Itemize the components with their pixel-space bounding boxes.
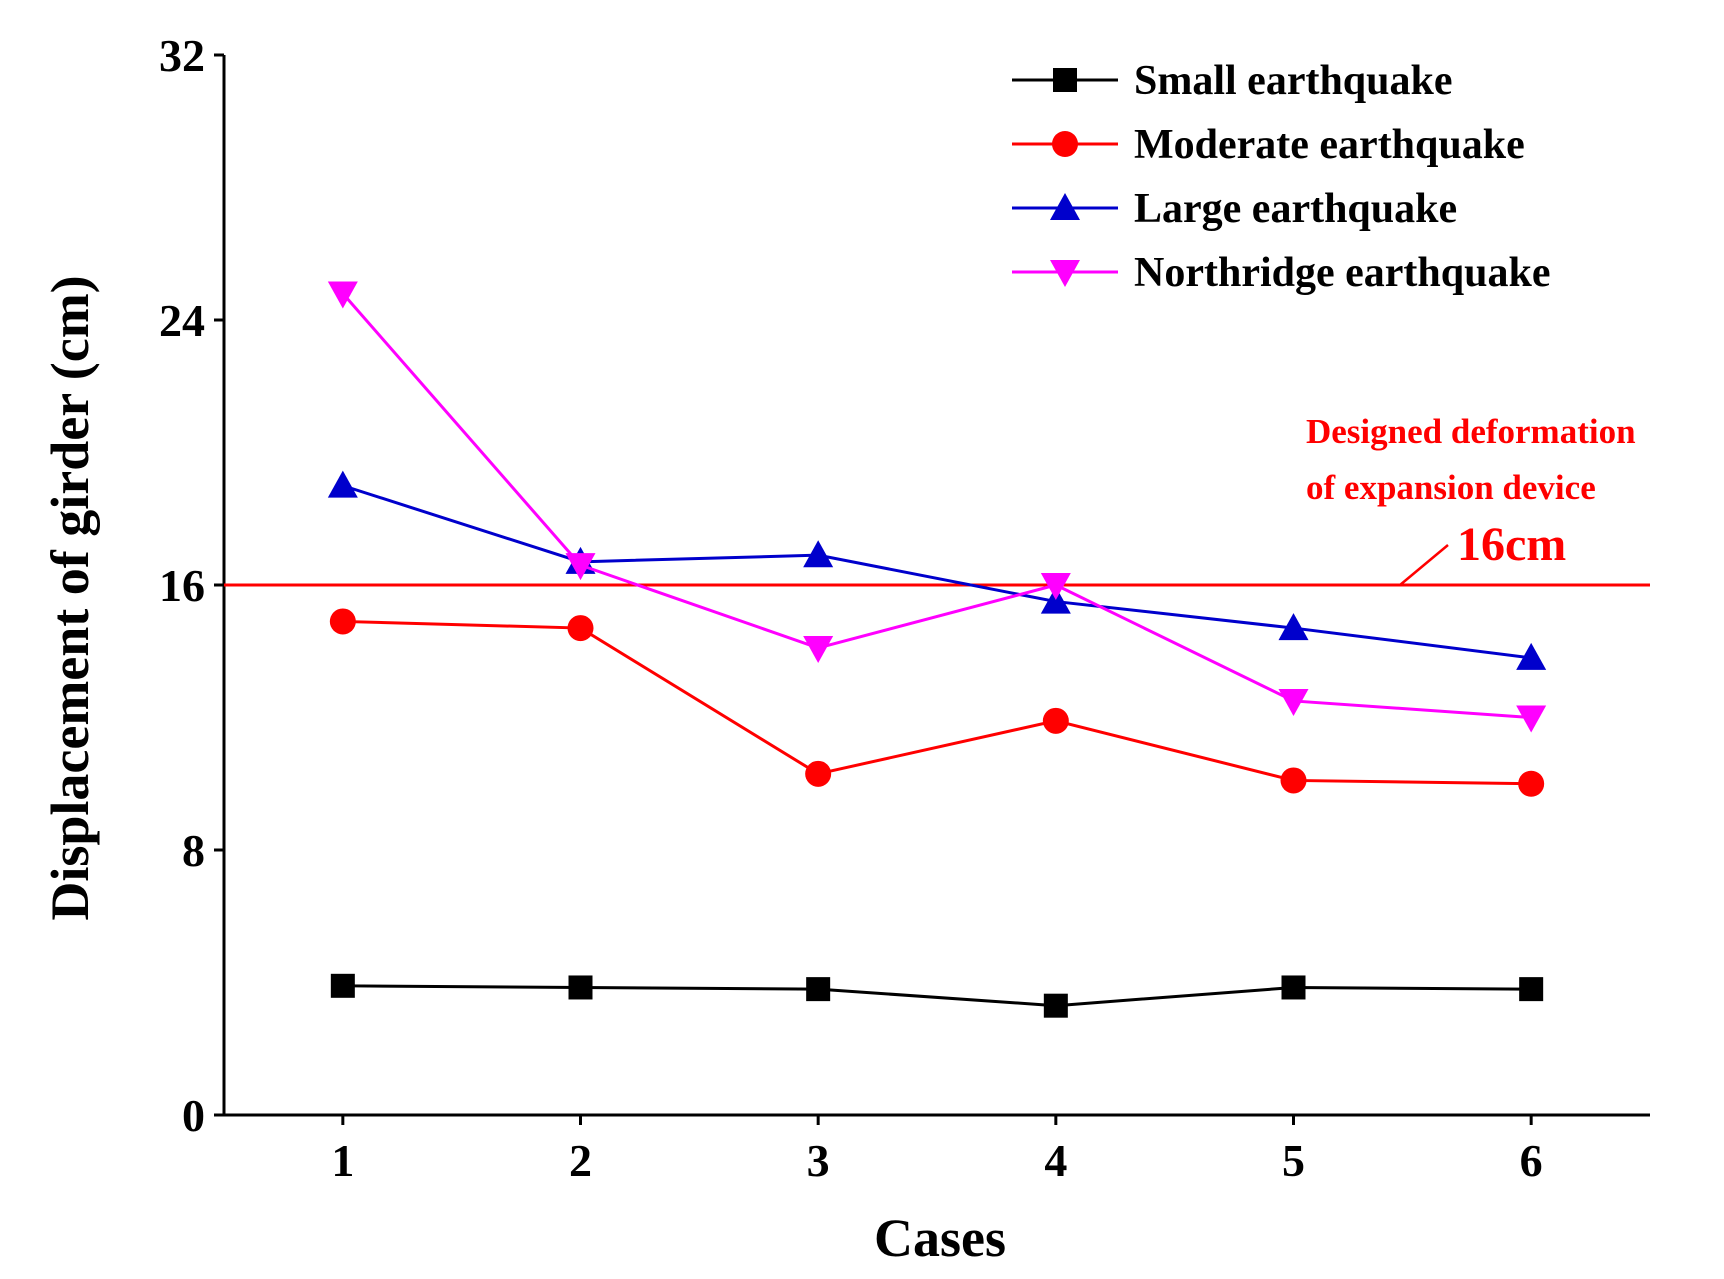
data-point-moderate-earthquake <box>567 615 594 642</box>
x-tick-label: 5 <box>1282 1135 1305 1186</box>
series-line-moderate-earthquake <box>342 619 1532 786</box>
data-point-moderate-earthquake <box>805 760 832 787</box>
series-line-large-earthquake <box>342 484 1532 660</box>
data-point-small-earthquake <box>1519 977 1544 1002</box>
data-point-northridge-earthquake <box>1278 688 1309 716</box>
x-axis-title: Cases <box>874 1208 1006 1268</box>
y-tick-label: 16 <box>159 560 205 611</box>
reference-label-line2: of expansion device <box>1306 468 1596 507</box>
data-point-northridge-earthquake <box>1040 573 1071 600</box>
data-point-large-earthquake <box>1516 642 1547 670</box>
legend-marker-northridge-earthquake <box>1050 260 1080 287</box>
series-line-northridge-earthquake <box>341 292 1532 719</box>
data-point-large-earthquake <box>803 540 834 568</box>
legend-label-large-earthquake: Large earthquake <box>1134 186 1457 232</box>
reference-label-pointer <box>1399 544 1449 586</box>
data-point-moderate-earthquake <box>1280 767 1307 794</box>
x-ticks-group: 1 2 3 4 5 6 <box>331 1115 1543 1186</box>
x-tick-label: 3 <box>807 1135 830 1186</box>
series-line-small-earthquake <box>342 984 1532 1008</box>
data-point-moderate-earthquake <box>1042 707 1069 734</box>
y-tick-label: 32 <box>159 30 205 81</box>
legend-marker-small-earthquake <box>1053 68 1077 92</box>
y-axis-title: Displacement of girder (cm) <box>40 275 100 920</box>
data-point-moderate-earthquake <box>329 608 356 635</box>
reference-value-label: 16cm <box>1457 518 1566 571</box>
y-ticks-group: 0 8 16 24 32 <box>159 30 224 1141</box>
y-tick-label: 24 <box>159 295 205 346</box>
data-point-northridge-earthquake <box>565 553 596 581</box>
legend: Small earthquake Moderate earthquake Large… <box>1012 58 1550 296</box>
legend-label-moderate-earthquake: Moderate earthquake <box>1134 122 1525 168</box>
data-point-northridge-earthquake <box>1516 705 1547 733</box>
series-layer <box>327 281 1547 1018</box>
legend-label-small-earthquake: Small earthquake <box>1134 58 1453 104</box>
x-tick-label: 2 <box>569 1135 592 1186</box>
data-point-northridge-earthquake <box>803 635 834 663</box>
data-point-small-earthquake <box>1043 993 1068 1018</box>
data-point-small-earthquake <box>1281 975 1306 1000</box>
data-point-small-earthquake <box>568 975 593 1000</box>
y-tick-label: 8 <box>182 825 205 876</box>
data-point-large-earthquake <box>1278 613 1309 641</box>
y-tick-label: 0 <box>182 1090 205 1141</box>
legend-marker-large-earthquake <box>1050 193 1080 220</box>
x-tick-label: 6 <box>1520 1135 1543 1186</box>
legend-label-northridge-earthquake: Northridge earthquake <box>1134 250 1550 296</box>
data-point-small-earthquake <box>330 973 355 998</box>
x-tick-label: 4 <box>1044 1135 1067 1186</box>
data-point-small-earthquake <box>806 977 831 1002</box>
legend-marker-moderate-earthquake <box>1052 131 1078 157</box>
x-tick-label: 1 <box>331 1135 354 1186</box>
data-point-large-earthquake <box>327 470 358 498</box>
reference-label-line1: Designed deformation <box>1306 412 1636 451</box>
data-point-large-earthquake <box>1040 586 1071 614</box>
data-point-northridge-earthquake <box>327 281 358 309</box>
data-point-moderate-earthquake <box>1518 770 1545 797</box>
